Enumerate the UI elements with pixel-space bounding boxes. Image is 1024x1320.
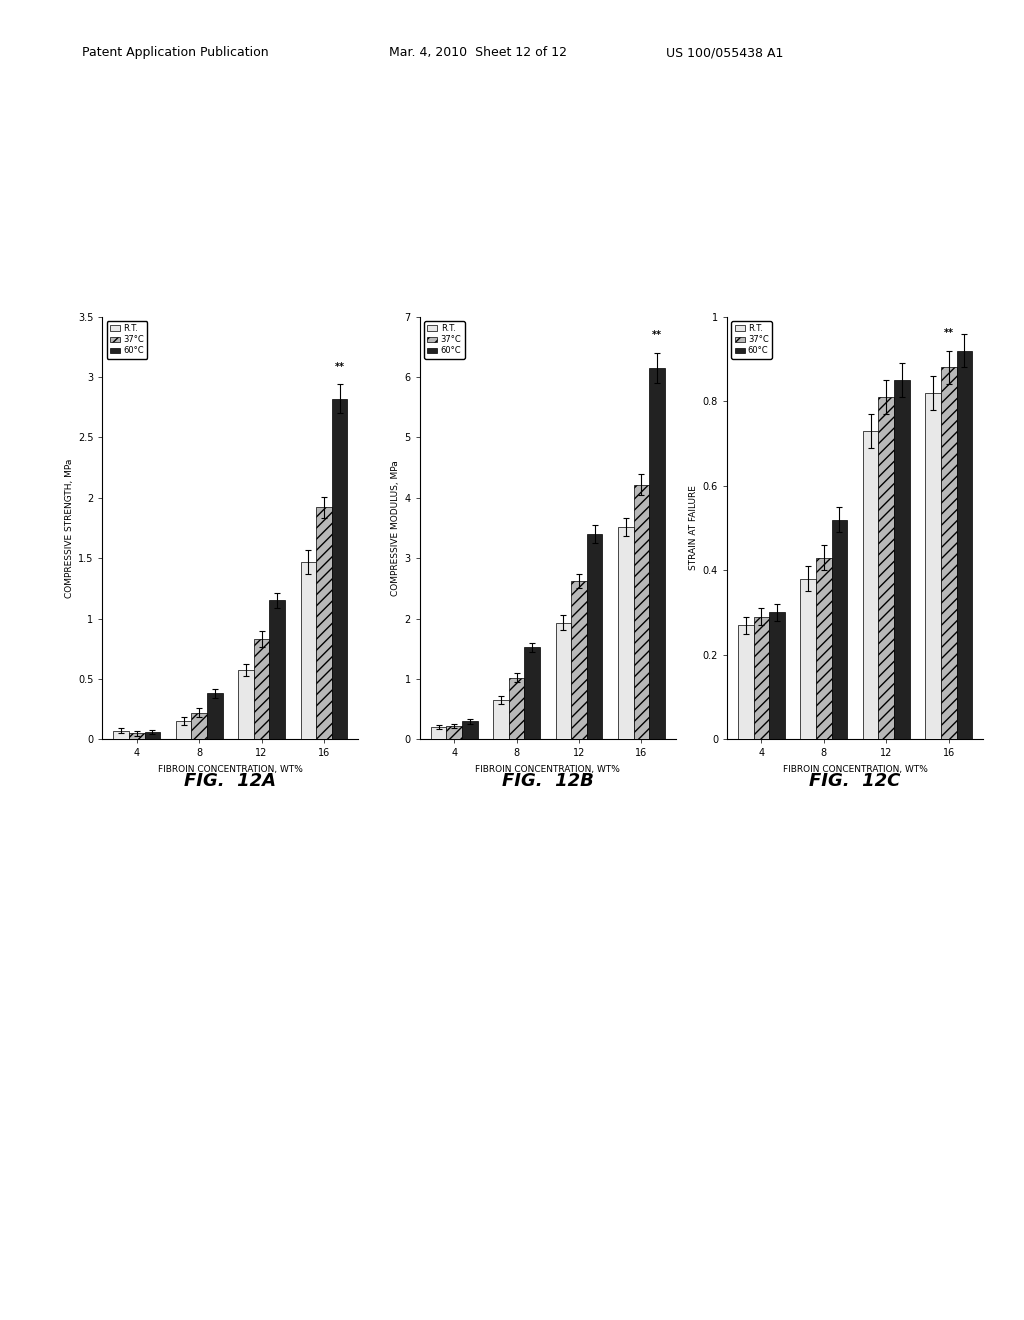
Bar [191, 713, 207, 739]
Bar [254, 639, 269, 739]
Legend: R.T., 37°C, 60°C: R.T., 37°C, 60°C [424, 321, 465, 359]
Bar [239, 671, 254, 739]
Text: FIG.  12A: FIG. 12A [184, 772, 276, 791]
Bar [863, 430, 879, 739]
Text: **: ** [944, 327, 953, 338]
Y-axis label: COMPRESSIVE MODULUS, MPa: COMPRESSIVE MODULUS, MPa [391, 461, 400, 595]
Bar [114, 731, 129, 739]
Bar [129, 733, 144, 739]
Bar [556, 623, 571, 739]
Bar [754, 616, 769, 739]
Bar [879, 397, 894, 739]
Bar [894, 380, 909, 739]
Bar [176, 721, 191, 739]
Y-axis label: STRAIN AT FAILURE: STRAIN AT FAILURE [689, 486, 698, 570]
Text: Mar. 4, 2010  Sheet 12 of 12: Mar. 4, 2010 Sheet 12 of 12 [389, 46, 567, 59]
X-axis label: FIBROIN CONCENTRATION, WT%: FIBROIN CONCENTRATION, WT% [475, 766, 621, 774]
Legend: R.T., 37°C, 60°C: R.T., 37°C, 60°C [731, 321, 772, 359]
Bar [446, 726, 462, 739]
Bar [301, 562, 316, 739]
Bar [618, 527, 634, 739]
Bar [524, 648, 540, 739]
Bar [269, 601, 285, 739]
Text: FIG.  12C: FIG. 12C [809, 772, 901, 791]
X-axis label: FIBROIN CONCENTRATION, WT%: FIBROIN CONCENTRATION, WT% [158, 766, 303, 774]
Bar [494, 700, 509, 739]
Bar [831, 520, 847, 739]
Bar [207, 693, 222, 739]
Bar [316, 507, 332, 739]
Bar [571, 581, 587, 739]
Legend: R.T., 37°C, 60°C: R.T., 37°C, 60°C [106, 321, 147, 359]
Bar [509, 677, 524, 739]
Bar [144, 733, 160, 739]
Bar [956, 351, 972, 739]
Text: **: ** [652, 330, 663, 341]
Bar [634, 484, 649, 739]
Text: Patent Application Publication: Patent Application Publication [82, 46, 268, 59]
Text: US 100/055438 A1: US 100/055438 A1 [666, 46, 783, 59]
X-axis label: FIBROIN CONCENTRATION, WT%: FIBROIN CONCENTRATION, WT% [782, 766, 928, 774]
Bar [431, 727, 446, 739]
Bar [649, 368, 665, 739]
Bar [816, 557, 831, 739]
Y-axis label: COMPRESSIVE STRENGTH, MPa: COMPRESSIVE STRENGTH, MPa [65, 458, 74, 598]
Bar [462, 721, 477, 739]
Bar [801, 578, 816, 739]
Text: **: ** [335, 362, 345, 372]
Bar [332, 399, 347, 739]
Bar [587, 535, 602, 739]
Bar [738, 626, 754, 739]
Bar [941, 367, 956, 739]
Bar [926, 393, 941, 739]
Bar [769, 612, 784, 739]
Text: FIG.  12B: FIG. 12B [502, 772, 594, 791]
